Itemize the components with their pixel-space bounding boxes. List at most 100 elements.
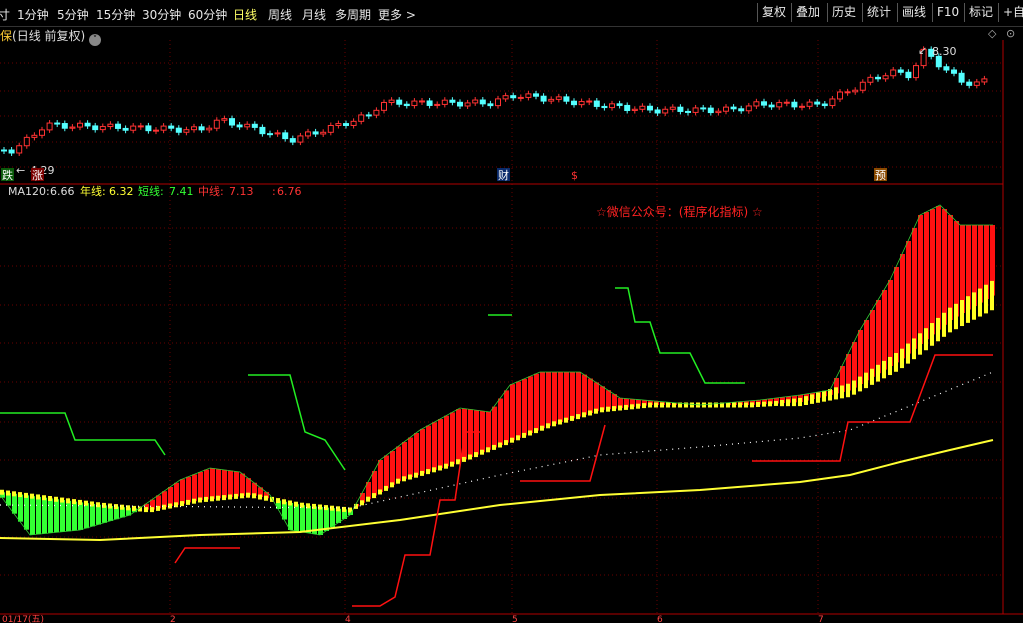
period-tab[interactable]: 多周期	[335, 8, 372, 22]
candle-body	[738, 108, 745, 112]
legend-value: 7.13	[229, 185, 254, 198]
histogram-bar	[888, 280, 893, 366]
histogram-bar	[450, 412, 455, 465]
period-tab[interactable]: 日线	[233, 8, 258, 22]
period-tab[interactable]: 寸	[0, 8, 11, 22]
tool-button[interactable]: 复权	[757, 3, 790, 22]
histogram-bar	[630, 399, 635, 407]
candle-body	[951, 69, 957, 74]
candle-body	[783, 101, 790, 104]
band-bar	[174, 502, 178, 508]
period-tab[interactable]: 30分钟	[142, 8, 182, 22]
histogram-bar	[384, 455, 389, 489]
tool-button[interactable]: 画线	[897, 3, 930, 22]
dropdown-icon[interactable]: ˅	[89, 34, 102, 46]
band-bar	[426, 469, 430, 475]
legend-value: 6.32	[109, 185, 134, 198]
band-bar	[852, 380, 856, 395]
candle-body	[175, 127, 182, 133]
period-tab[interactable]: 15分钟	[96, 8, 136, 22]
period-tab[interactable]: 周线	[268, 8, 293, 22]
candle-body	[411, 100, 418, 107]
tool-button[interactable]: +自	[998, 3, 1023, 22]
histogram-bar	[426, 425, 431, 472]
candle-body	[259, 126, 266, 135]
band-bar	[474, 452, 478, 458]
histogram-bar	[336, 508, 341, 523]
candle-body	[502, 95, 509, 100]
annotation: ☆微信公众号：(程序化指标) ☆	[596, 204, 763, 219]
candle-body	[799, 105, 805, 108]
histogram-bar	[312, 506, 317, 534]
candle-body	[867, 76, 874, 83]
histogram-bar	[966, 225, 971, 310]
tool-button[interactable]: 标记	[964, 3, 997, 22]
band-bar	[114, 504, 118, 510]
band-bar	[594, 408, 598, 414]
candle-body	[639, 105, 646, 110]
band-bar	[738, 402, 742, 408]
high-arrow: ↙	[918, 44, 927, 57]
histogram-bar	[618, 398, 623, 408]
histogram-bar	[144, 503, 149, 510]
histogram-bar	[108, 506, 113, 521]
period-tab[interactable]: 1分钟	[17, 8, 49, 22]
candle-body	[343, 123, 349, 126]
histogram-bar	[360, 493, 365, 503]
marker-box	[874, 168, 887, 181]
band-bar	[222, 495, 226, 501]
tool-button[interactable]: 历史	[827, 3, 860, 22]
histogram-bar	[570, 372, 575, 419]
band-bar	[72, 499, 76, 505]
event-marker[interactable]: 预	[875, 169, 886, 182]
band-bar	[642, 403, 646, 409]
band-bar	[252, 493, 256, 499]
histogram-bar	[342, 509, 347, 519]
event-marker[interactable]: 跌	[2, 168, 13, 182]
period-tab[interactable]: 60分钟	[188, 8, 228, 22]
candle-body	[806, 101, 813, 107]
band-bar	[648, 402, 652, 408]
candle-body	[662, 108, 669, 114]
band-bar	[588, 410, 592, 416]
band-bar	[6, 490, 10, 496]
period-tab[interactable]: 月线	[302, 8, 327, 22]
candle-body	[457, 101, 463, 107]
band-bar	[54, 496, 58, 502]
tool-button[interactable]: F10	[932, 3, 963, 22]
band-bar	[762, 401, 766, 407]
band-bar	[480, 449, 484, 455]
candle-body	[449, 99, 456, 103]
candle-body	[555, 96, 562, 100]
band-bar	[270, 496, 274, 502]
histogram-bar	[978, 225, 983, 303]
menu-icon[interactable]: ⊙	[1006, 27, 1015, 40]
tool-button[interactable]: 叠加	[791, 3, 824, 22]
band-bar	[924, 328, 928, 351]
period-tab[interactable]: 5分钟	[57, 8, 89, 22]
event-marker[interactable]: $	[571, 169, 578, 182]
band-bar	[864, 372, 868, 389]
band-bar	[600, 407, 604, 413]
step-line	[352, 431, 480, 607]
histogram-bar	[990, 225, 995, 296]
candle-body	[905, 71, 912, 79]
band-bar	[522, 432, 526, 438]
diamond-icon[interactable]: ◇	[988, 27, 997, 40]
tool-button[interactable]: 统计	[862, 3, 895, 22]
band-bar	[906, 343, 910, 364]
histogram-bar	[480, 410, 485, 453]
band-bar	[432, 467, 436, 473]
band-bar	[720, 402, 724, 408]
event-marker[interactable]: 涨	[32, 169, 43, 182]
histogram-bar	[324, 507, 329, 531]
band-bar	[414, 472, 418, 478]
candle-body	[609, 103, 615, 109]
band-bar	[840, 385, 844, 399]
period-tab[interactable]: 更多 >	[378, 8, 416, 22]
candle-body	[593, 100, 600, 107]
histogram-bar	[42, 497, 47, 534]
candle-body	[487, 103, 494, 107]
histogram-bar	[516, 381, 521, 438]
event-marker[interactable]: 财	[498, 168, 509, 182]
